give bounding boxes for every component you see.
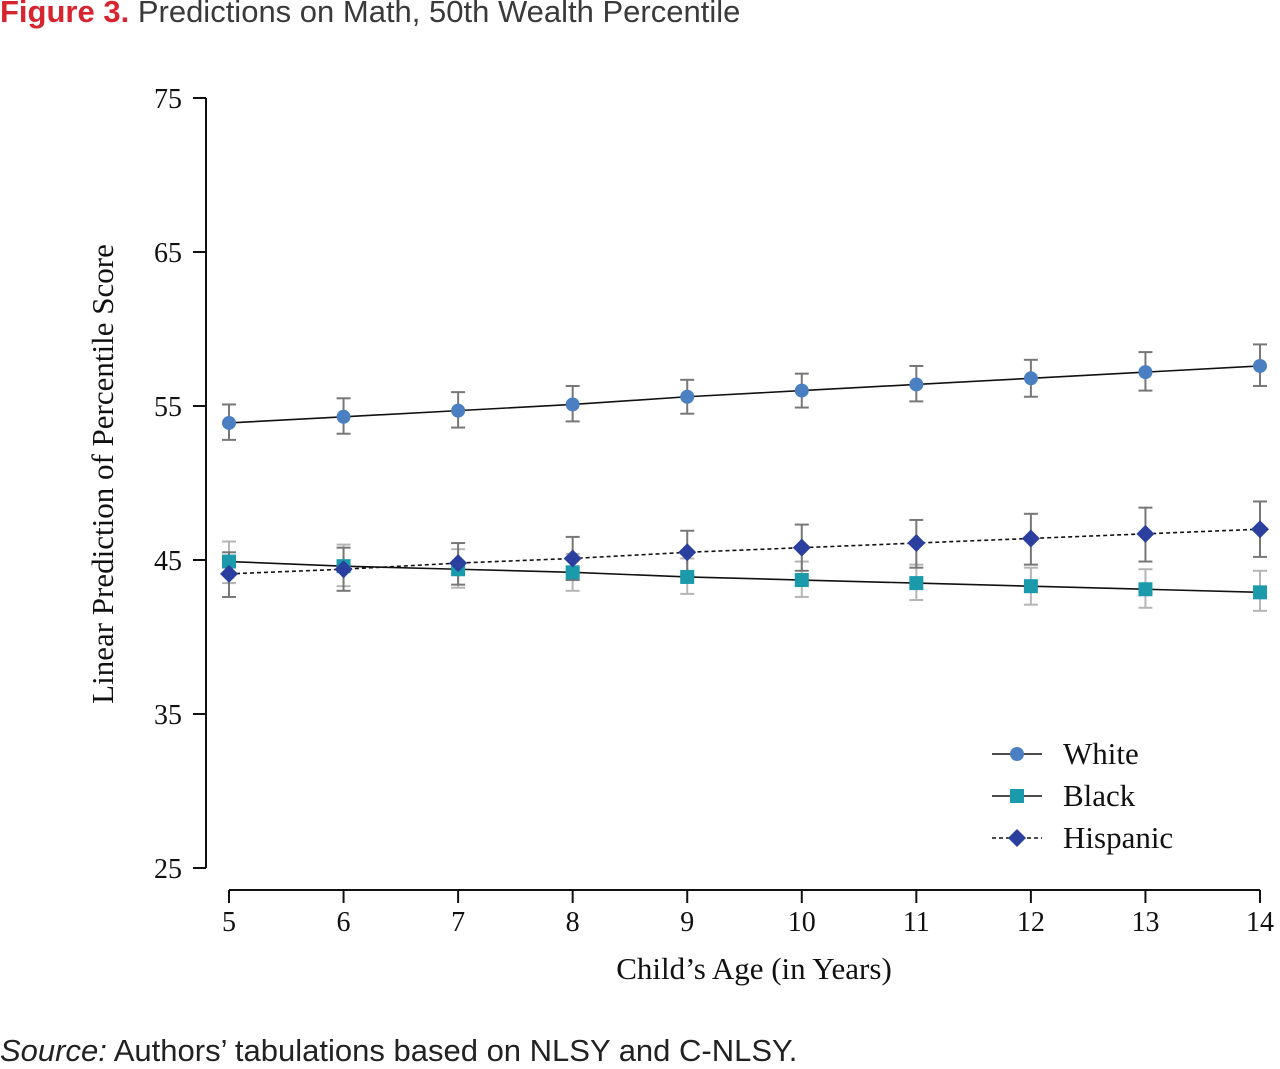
black-point bbox=[1138, 582, 1153, 597]
axes: 25 35 45 55 65 75 5 6 7 8 9 10 11 12 13 14 bbox=[154, 84, 1274, 938]
hispanic-point bbox=[907, 534, 926, 553]
y-tick-label: 55 bbox=[154, 392, 182, 423]
white-series-line bbox=[228, 365, 1261, 424]
hispanic-point bbox=[220, 564, 238, 583]
black-point bbox=[565, 565, 580, 580]
series-lines bbox=[228, 365, 1261, 594]
legend-label-black: Black bbox=[1063, 778, 1136, 813]
white-point bbox=[451, 403, 466, 418]
figure-title: Figure 3. Predictions on Math, 50th Weal… bbox=[0, 0, 740, 30]
x-tick-label: 6 bbox=[337, 907, 351, 938]
x-tick-label: 5 bbox=[222, 907, 236, 938]
hispanic-point bbox=[1136, 524, 1155, 543]
hispanic-point bbox=[563, 549, 582, 568]
hispanic-series-line bbox=[228, 528, 1261, 575]
white-point bbox=[565, 397, 580, 412]
x-tick-label: 13 bbox=[1131, 907, 1159, 938]
hispanic-point bbox=[792, 538, 811, 557]
figure-title-text: Predictions on Math, 50th Wealth Percent… bbox=[137, 0, 741, 29]
hispanic-point bbox=[678, 543, 697, 562]
x-tick-label: 10 bbox=[788, 907, 816, 938]
source-text: Authors’ tabulations based on NLSY and C… bbox=[113, 1033, 798, 1068]
white-point bbox=[1023, 371, 1038, 386]
x-tick-label: 9 bbox=[680, 907, 694, 938]
x-axis-label: Child’s Age (in Years) bbox=[616, 951, 892, 986]
y-tick-label: 35 bbox=[154, 700, 182, 731]
legend-marker-white bbox=[1010, 747, 1024, 761]
y-axis-label: Linear Prediction of Percentile Score bbox=[85, 244, 120, 704]
source-note: Source: Authors’ tabulations based on NL… bbox=[0, 1033, 797, 1069]
series-markers bbox=[220, 358, 1269, 600]
white-point bbox=[336, 409, 351, 424]
black-point bbox=[222, 554, 236, 569]
black-series-line bbox=[228, 560, 1261, 594]
black-point bbox=[794, 573, 809, 588]
figure-label: Figure 3. bbox=[0, 0, 130, 29]
white-point bbox=[909, 377, 924, 392]
legend-marker-hispanic bbox=[1008, 829, 1026, 847]
black-point bbox=[680, 569, 695, 584]
x-tick-label: 12 bbox=[1017, 907, 1045, 938]
x-tick-label: 11 bbox=[903, 907, 930, 938]
black-point bbox=[909, 576, 924, 591]
x-tick-label: 14 bbox=[1246, 907, 1274, 938]
black-point bbox=[1253, 585, 1267, 600]
legend-marker-black bbox=[1010, 789, 1024, 803]
hispanic-point bbox=[449, 554, 468, 573]
y-tick-label: 25 bbox=[154, 854, 182, 885]
white-point bbox=[1253, 358, 1267, 373]
x-tick-label: 8 bbox=[566, 907, 580, 938]
legend-label-hispanic: Hispanic bbox=[1063, 820, 1173, 855]
source-label: Source: bbox=[0, 1033, 107, 1068]
hispanic-point bbox=[1021, 529, 1040, 548]
error-bars bbox=[222, 343, 1267, 612]
white-point bbox=[222, 415, 236, 430]
legend: White Black Hispanic bbox=[992, 736, 1173, 855]
hispanic-point bbox=[334, 560, 353, 579]
white-point bbox=[794, 383, 809, 398]
x-tick-label: 7 bbox=[451, 907, 465, 938]
y-tick-label: 65 bbox=[154, 238, 182, 269]
hispanic-point bbox=[1251, 520, 1269, 539]
legend-label-white: White bbox=[1063, 736, 1139, 771]
white-point bbox=[680, 389, 695, 404]
white-point bbox=[1138, 365, 1153, 380]
y-tick-label: 45 bbox=[154, 546, 182, 577]
y-tick-label: 75 bbox=[154, 84, 182, 115]
black-point bbox=[1023, 579, 1038, 594]
